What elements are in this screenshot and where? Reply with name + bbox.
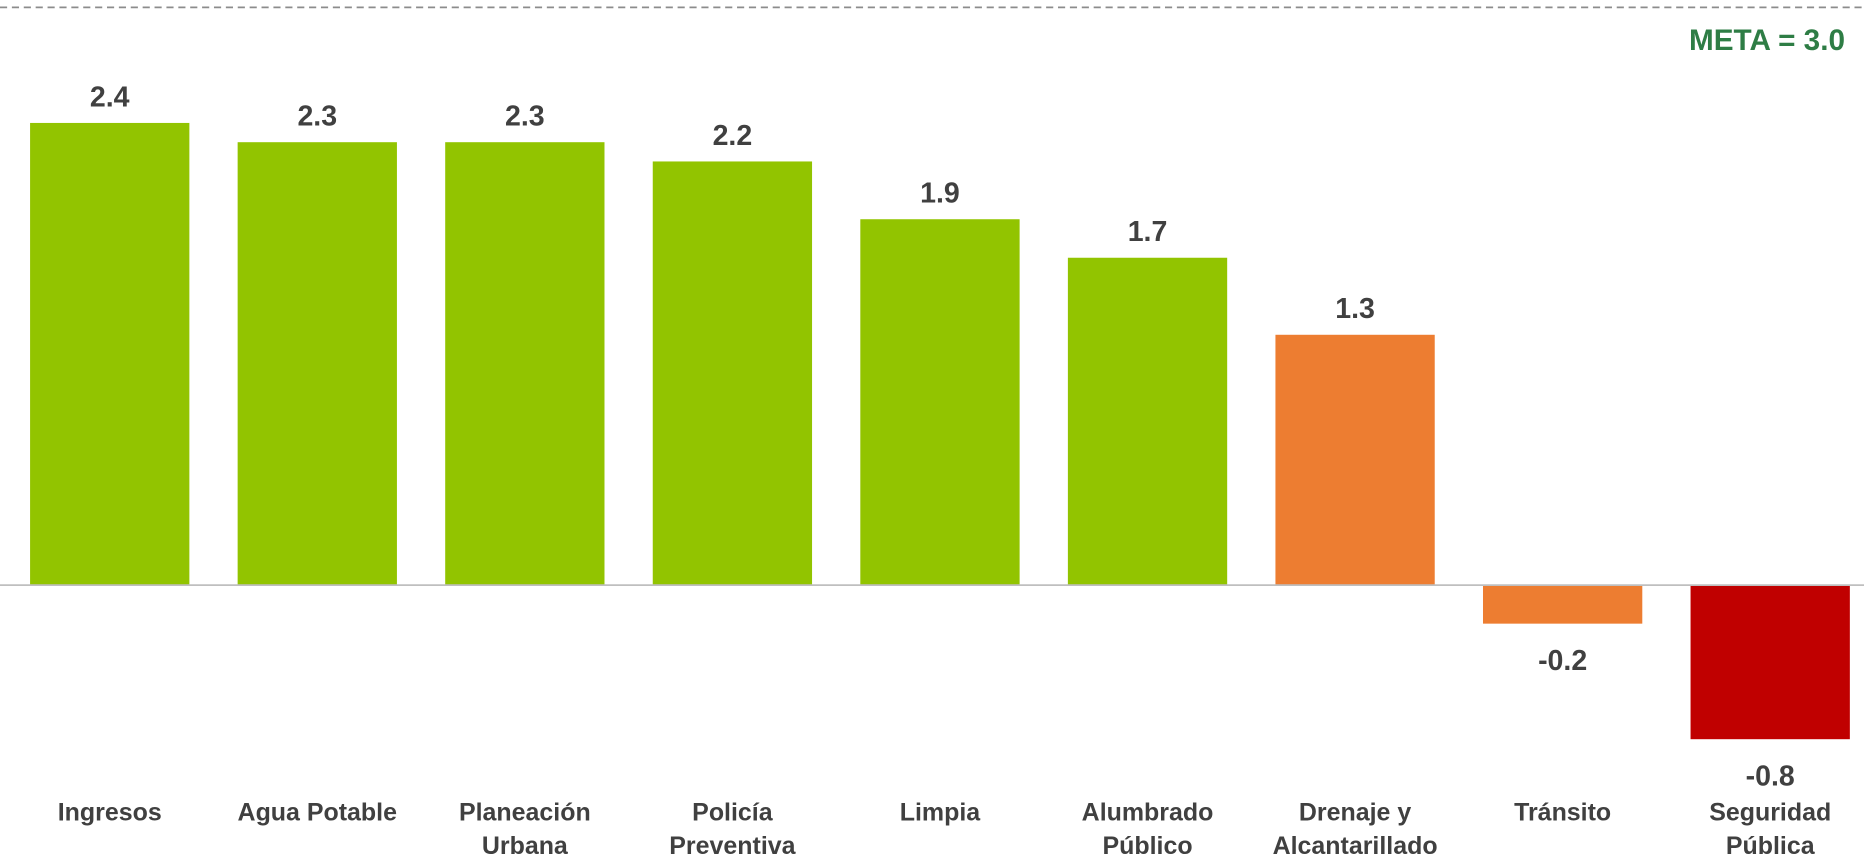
x-tick-label: Alumbrado Público — [1082, 799, 1214, 860]
x-tick-label: Tránsito — [1514, 799, 1611, 827]
value-label: -0.2 — [1538, 645, 1587, 677]
value-label: 2.3 — [505, 101, 545, 133]
bar — [860, 219, 1020, 586]
x-tick-label: Policía Preventiva — [669, 799, 796, 860]
bar — [30, 122, 190, 586]
bar — [445, 142, 605, 586]
bar — [1482, 585, 1643, 624]
bar — [1067, 257, 1228, 586]
value-label: 1.3 — [1335, 293, 1375, 325]
x-tick-label: Limpia — [900, 799, 982, 827]
target-label: META = 3.0 — [1689, 24, 1845, 57]
bar — [1690, 585, 1850, 740]
x-tick-label: Planeación Urbana — [459, 799, 591, 860]
bar — [652, 161, 813, 586]
x-tick-label: Drenaje y Alcantarillado — [1273, 799, 1438, 860]
x-tick-label: Agua Potable — [238, 799, 398, 827]
bar — [1275, 334, 1435, 586]
value-label: 1.7 — [1128, 216, 1168, 248]
x-tick-label: Ingresos — [58, 799, 162, 827]
bar — [237, 142, 397, 586]
value-label: 2.2 — [713, 120, 753, 152]
value-label: 1.9 — [920, 178, 960, 210]
value-label: 2.4 — [90, 81, 130, 113]
value-label: -0.8 — [1746, 761, 1795, 793]
x-tick-label: Seguridad Pública — [1709, 799, 1831, 860]
value-label: 2.3 — [297, 101, 337, 133]
